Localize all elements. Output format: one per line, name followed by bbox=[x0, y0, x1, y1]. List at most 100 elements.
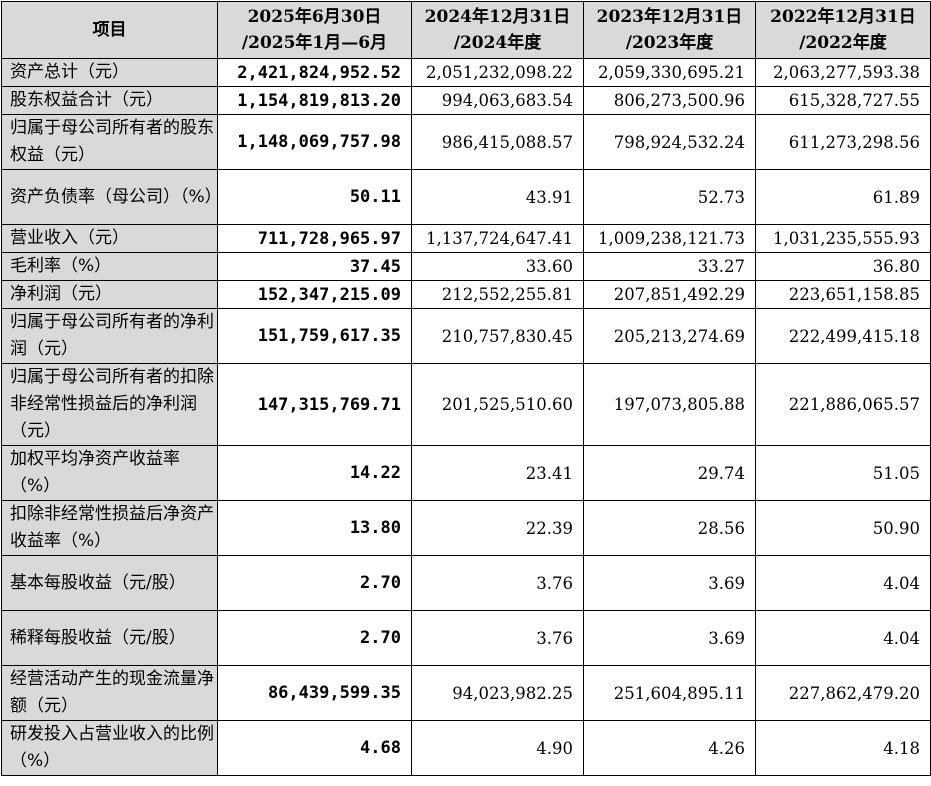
row-label: 股东权益合计（元） bbox=[1, 86, 218, 115]
value-cell: 212,552,255.81 bbox=[411, 280, 584, 309]
value-cell: 994,063,683.54 bbox=[411, 86, 584, 115]
table-row: 加权平均净资产收益率（%） 14.22 23.41 29.74 51.05 bbox=[1, 445, 931, 501]
value-cell: 798,924,532.24 bbox=[583, 114, 756, 170]
row-label: 稀释每股收益（元/股） bbox=[1, 610, 218, 666]
value-cell: 23.41 bbox=[411, 445, 584, 501]
row-label: 资产负债率（母公司）（%） bbox=[1, 169, 218, 225]
table-row: 资产总计（元） 2,421,824,952.52 2,051,232,098.22 2… bbox=[1, 58, 931, 87]
table-row: 净利润（元） 152,347,215.09 212,552,255.81 207,85… bbox=[1, 280, 931, 309]
value-current-period: 4.68 bbox=[217, 720, 412, 776]
value-cell: 33.27 bbox=[583, 252, 756, 281]
header-2025h1: 2025年6月30日/2025年1月—6月 bbox=[217, 1, 412, 59]
row-label: 基本每股收益（元/股） bbox=[1, 555, 218, 611]
value-cell: 251,604,895.11 bbox=[583, 665, 756, 721]
value-cell: 210,757,830.45 bbox=[411, 308, 584, 364]
row-label: 营业收入（元） bbox=[1, 224, 218, 253]
value-cell: 3.69 bbox=[583, 610, 756, 666]
value-cell: 4.04 bbox=[755, 555, 931, 611]
value-cell: 207,851,492.29 bbox=[583, 280, 756, 309]
value-current-period: 2,421,824,952.52 bbox=[217, 58, 412, 87]
value-cell: 1,137,724,647.41 bbox=[411, 224, 584, 253]
table-row: 基本每股收益（元/股） 2.70 3.76 3.69 4.04 bbox=[1, 555, 931, 611]
value-cell: 51.05 bbox=[755, 445, 931, 501]
table-row: 归属于母公司所有者的股东权益（元） 1,148,069,757.98 986,415… bbox=[1, 114, 931, 170]
header-2024-line2: /2024年度 bbox=[453, 33, 542, 53]
value-cell: 4.04 bbox=[755, 610, 931, 666]
header-2022-line1: 2022年12月31日 bbox=[770, 7, 916, 27]
value-cell: 29.74 bbox=[583, 445, 756, 501]
value-current-period: 711,728,965.97 bbox=[217, 224, 412, 253]
value-cell: 28.56 bbox=[583, 500, 756, 556]
value-cell: 201,525,510.60 bbox=[411, 363, 584, 446]
row-label: 归属于母公司所有者的净利润（元） bbox=[1, 308, 218, 364]
value-cell: 3.76 bbox=[411, 555, 584, 611]
value-current-period: 50.11 bbox=[217, 169, 412, 225]
value-current-period: 86,439,599.35 bbox=[217, 665, 412, 721]
value-cell: 1,031,235,555.93 bbox=[755, 224, 931, 253]
value-cell: 61.89 bbox=[755, 169, 931, 225]
value-cell: 227,862,479.20 bbox=[755, 665, 931, 721]
value-cell: 22.39 bbox=[411, 500, 584, 556]
row-label: 资产总计（元） bbox=[1, 58, 218, 87]
header-2023-line1: 2023年12月31日 bbox=[596, 7, 743, 27]
value-cell: 1,009,238,121.73 bbox=[583, 224, 756, 253]
value-current-period: 37.45 bbox=[217, 252, 412, 281]
value-cell: 222,499,415.18 bbox=[755, 308, 931, 364]
row-label: 归属于母公司所有者的股东权益（元） bbox=[1, 114, 218, 170]
table-row: 归属于母公司所有者的净利润（元） 151,759,617.35 210,757,83… bbox=[1, 308, 931, 364]
value-cell: 806,273,500.96 bbox=[583, 86, 756, 115]
value-current-period: 151,759,617.35 bbox=[217, 308, 412, 364]
value-cell: 205,213,274.69 bbox=[583, 308, 756, 364]
table-body: 资产总计（元） 2,421,824,952.52 2,051,232,098.22 2… bbox=[1, 58, 931, 776]
value-cell: 223,651,158.85 bbox=[755, 280, 931, 309]
table-row: 扣除非经常性损益后净资产收益率（%） 13.80 22.39 28.56 50.90 bbox=[1, 500, 931, 556]
row-label: 毛利率（%） bbox=[1, 252, 218, 281]
header-2022-line2: /2022年度 bbox=[799, 33, 887, 53]
table-row: 经营活动产生的现金流量净额（元） 86,439,599.35 94,023,982.… bbox=[1, 665, 931, 721]
header-2024-line1: 2024年12月31日 bbox=[424, 7, 571, 27]
row-label: 扣除非经常性损益后净资产收益率（%） bbox=[1, 500, 218, 556]
value-cell: 50.90 bbox=[755, 500, 931, 556]
value-cell: 43.91 bbox=[411, 169, 584, 225]
table-row: 毛利率（%） 37.45 33.60 33.27 36.80 bbox=[1, 252, 931, 281]
value-current-period: 1,154,819,813.20 bbox=[217, 86, 412, 115]
header-2024: 2024年12月31日/2024年度 bbox=[411, 1, 584, 59]
value-cell: 36.80 bbox=[755, 252, 931, 281]
value-cell: 3.76 bbox=[411, 610, 584, 666]
table-row: 资产负债率（母公司）（%） 50.11 43.91 52.73 61.89 bbox=[1, 169, 931, 225]
value-cell: 615,328,727.55 bbox=[755, 86, 931, 115]
table-row: 营业收入（元） 711,728,965.97 1,137,724,647.41 1,0… bbox=[1, 224, 931, 253]
header-row: 项目 2025年6月30日/2025年1月—6月 2024年12月31日/202… bbox=[1, 1, 931, 59]
value-current-period: 152,347,215.09 bbox=[217, 280, 412, 309]
value-current-period: 13.80 bbox=[217, 500, 412, 556]
value-cell: 2,059,330,695.21 bbox=[583, 58, 756, 87]
row-label: 研发投入占营业收入的比例（%） bbox=[1, 720, 218, 776]
header-2023-line2: /2023年度 bbox=[625, 33, 714, 53]
header-item-text: 项目 bbox=[92, 20, 127, 40]
value-current-period: 147,315,769.71 bbox=[217, 363, 412, 446]
row-label: 净利润（元） bbox=[1, 280, 218, 309]
value-current-period: 2.70 bbox=[217, 555, 412, 611]
value-cell: 2,051,232,098.22 bbox=[411, 58, 584, 87]
value-cell: 611,273,298.56 bbox=[755, 114, 931, 170]
value-cell: 3.69 bbox=[583, 555, 756, 611]
table-row: 股东权益合计（元） 1,154,819,813.20 994,063,683.54 8… bbox=[1, 86, 931, 115]
row-label: 加权平均净资产收益率（%） bbox=[1, 445, 218, 501]
value-current-period: 14.22 bbox=[217, 445, 412, 501]
table-row: 研发投入占营业收入的比例（%） 4.68 4.90 4.26 4.18 bbox=[1, 720, 931, 776]
value-cell: 4.26 bbox=[583, 720, 756, 776]
header-2025h1-line2: /2025年1月—6月 bbox=[241, 33, 388, 53]
value-cell: 33.60 bbox=[411, 252, 584, 281]
row-label: 经营活动产生的现金流量净额（元） bbox=[1, 665, 218, 721]
value-current-period: 1,148,069,757.98 bbox=[217, 114, 412, 170]
value-cell: 221,886,065.57 bbox=[755, 363, 931, 446]
value-cell: 94,023,982.25 bbox=[411, 665, 584, 721]
value-cell: 52.73 bbox=[583, 169, 756, 225]
header-2022: 2022年12月31日/2022年度 bbox=[755, 1, 931, 59]
row-label: 归属于母公司所有者的扣除非经常性损益后的净利润（元） bbox=[1, 363, 218, 446]
table-row: 稀释每股收益（元/股） 2.70 3.76 3.69 4.04 bbox=[1, 610, 931, 666]
value-cell: 197,073,805.88 bbox=[583, 363, 756, 446]
value-current-period: 2.70 bbox=[217, 610, 412, 666]
table-row: 归属于母公司所有者的扣除非经常性损益后的净利润（元） 147,315,769.71… bbox=[1, 363, 931, 446]
